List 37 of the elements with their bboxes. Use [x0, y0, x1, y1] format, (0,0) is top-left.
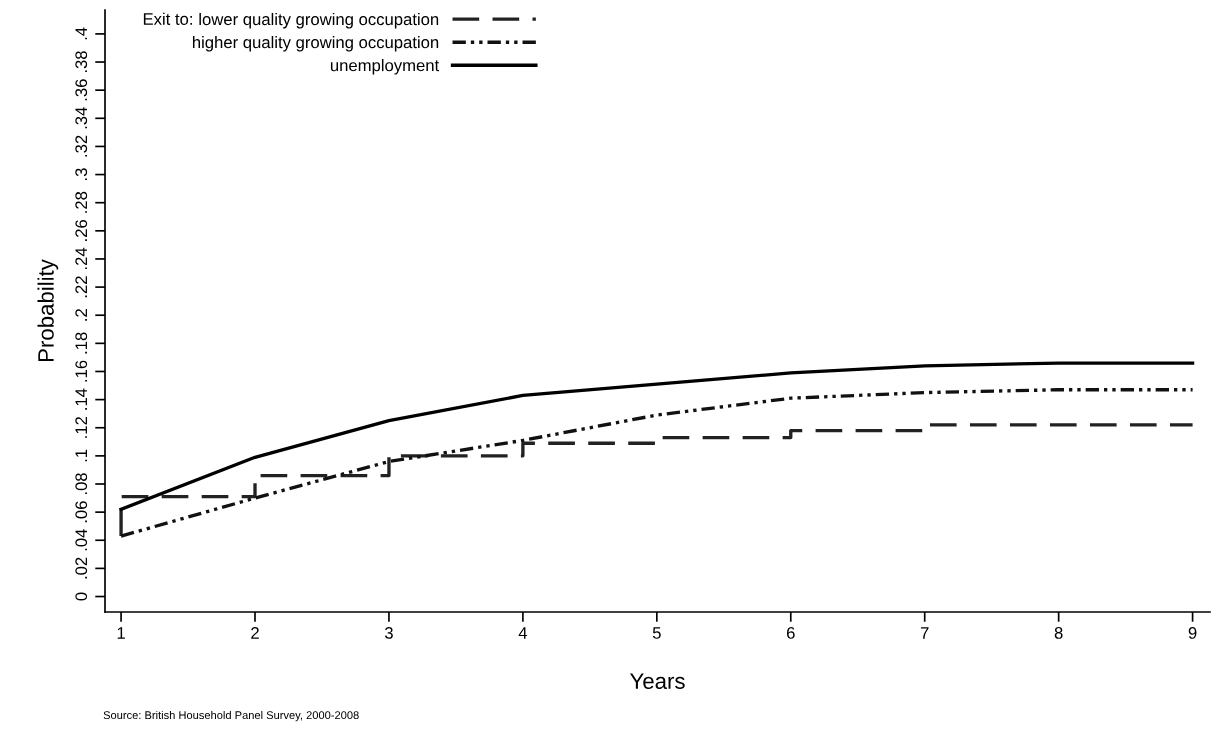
y-tick-label: .1	[75, 449, 87, 462]
y-tick-label: .04	[75, 529, 88, 551]
y-tick-label: .28	[75, 191, 88, 213]
x-tick-label: 2	[251, 627, 259, 639]
y-tick-label: .2	[75, 309, 87, 321]
y-tick-label: .22	[75, 276, 87, 298]
y-axis-title: Probability	[37, 259, 59, 362]
legend-label: higher quality growing occupation	[192, 36, 439, 52]
legend-title: Exit to:	[143, 12, 192, 25]
x-tick-label: 1	[117, 627, 125, 639]
y-tick-label: .34	[75, 107, 88, 129]
y-tick-label: .3	[75, 168, 88, 180]
x-tick-label: 3	[384, 627, 393, 639]
y-tick-label: .18	[75, 332, 88, 354]
x-tick-label: 4	[518, 627, 528, 639]
x-tick-label: 5	[652, 627, 661, 639]
y-tick-label: .36	[75, 79, 88, 101]
y-tick-label: .02	[75, 557, 88, 579]
x-tick-label: 9	[1188, 627, 1197, 639]
y-tick-label: 0	[75, 592, 88, 601]
y-tick-label: .06	[75, 501, 88, 523]
y-tick-label: .4	[75, 27, 87, 40]
x-axis-title: Years	[629, 673, 685, 689]
y-tick-label: .12	[75, 416, 87, 438]
y-tick-label: .14	[75, 388, 87, 410]
legend-label: lower quality growing occupation	[199, 12, 439, 29]
y-tick-label: .08	[75, 473, 88, 495]
x-tick-label: 7	[920, 627, 929, 639]
y-tick-label: .16	[75, 360, 88, 382]
source-note: Source: British Household Panel Survey, 2000-2008	[103, 710, 359, 722]
y-tick-label: .38	[75, 51, 88, 73]
legend-label: unemployment	[330, 59, 440, 75]
y-tick-label: .32	[75, 135, 88, 157]
x-tick-label: 8	[1054, 627, 1063, 639]
y-tick-label: .24	[75, 247, 87, 270]
y-tick-label: .26	[75, 219, 88, 241]
x-tick-label: 6	[786, 627, 795, 639]
